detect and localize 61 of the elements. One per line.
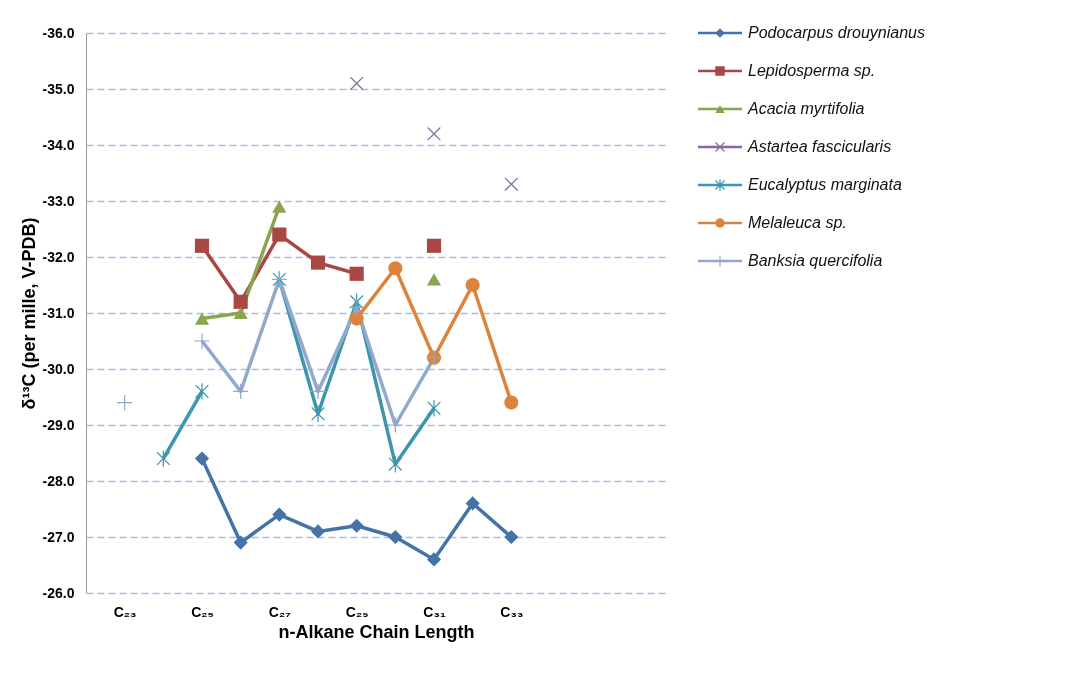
y-tick-label: -35.0 xyxy=(42,80,75,97)
point xyxy=(272,507,287,522)
point xyxy=(309,383,327,400)
legend-label: Lepidosperma sp. xyxy=(748,62,876,79)
legend-label: Astartea fascicularis xyxy=(747,138,892,155)
y-tick-label: -31.0 xyxy=(42,304,75,321)
y-tick-label: -32.0 xyxy=(42,248,75,265)
point xyxy=(426,552,442,567)
legend-label: Podocarpus drouynianus xyxy=(748,24,926,41)
point xyxy=(387,416,404,434)
point xyxy=(272,200,287,213)
point xyxy=(427,399,441,418)
point xyxy=(311,404,325,423)
point xyxy=(232,383,249,400)
point xyxy=(194,238,210,253)
y-tick-label: -28.0 xyxy=(42,472,75,489)
x-tick-label: C₂₅ xyxy=(191,603,214,620)
point xyxy=(388,529,403,545)
legend-label: Melaleuca sp. xyxy=(748,214,847,231)
point xyxy=(504,177,519,192)
x-tick-label: C₂₉ xyxy=(345,603,369,620)
point xyxy=(388,261,403,276)
legend-label: Acacia myrtifolia xyxy=(747,100,865,117)
point xyxy=(388,455,403,474)
y-tick-label: -26.0 xyxy=(42,584,75,601)
x-tick-label: C₂₇ xyxy=(268,603,291,620)
y-tick-label: -36.0 xyxy=(42,24,75,41)
point xyxy=(194,312,210,325)
x-tick-label: C₃₃ xyxy=(500,603,524,620)
point xyxy=(348,299,365,316)
x-tick-label: C₂₃ xyxy=(113,603,137,620)
point xyxy=(465,277,480,293)
point xyxy=(427,126,441,141)
y-axis-title: δ¹³C (per mille, V-PDB) xyxy=(18,217,39,410)
y-tick-label: -27.0 xyxy=(42,528,75,545)
x-axis-title: n-Alkane Chain Length xyxy=(278,621,475,642)
y-tick-label: -29.0 xyxy=(42,416,75,433)
y-tick-label: -33.0 xyxy=(42,192,75,209)
point xyxy=(310,255,326,270)
point xyxy=(349,292,364,311)
legend-label: Banksia quercifolia xyxy=(748,252,883,269)
point xyxy=(426,238,442,253)
point xyxy=(504,529,519,545)
point xyxy=(426,273,442,286)
point xyxy=(349,311,364,326)
point xyxy=(349,518,364,533)
point xyxy=(465,496,480,511)
point xyxy=(233,294,248,309)
y-tick-label: -34.0 xyxy=(42,136,75,153)
point xyxy=(233,535,248,550)
legend-label: Eucalyptus marginata xyxy=(748,176,902,193)
point xyxy=(272,227,287,242)
point xyxy=(349,76,364,91)
point xyxy=(193,332,211,350)
point xyxy=(310,524,326,539)
y-tick-label: -30.0 xyxy=(42,360,75,377)
point xyxy=(504,395,519,410)
x-tick-label: C₃₁ xyxy=(423,603,446,620)
point xyxy=(116,394,133,411)
point xyxy=(233,306,248,320)
point xyxy=(349,266,364,281)
